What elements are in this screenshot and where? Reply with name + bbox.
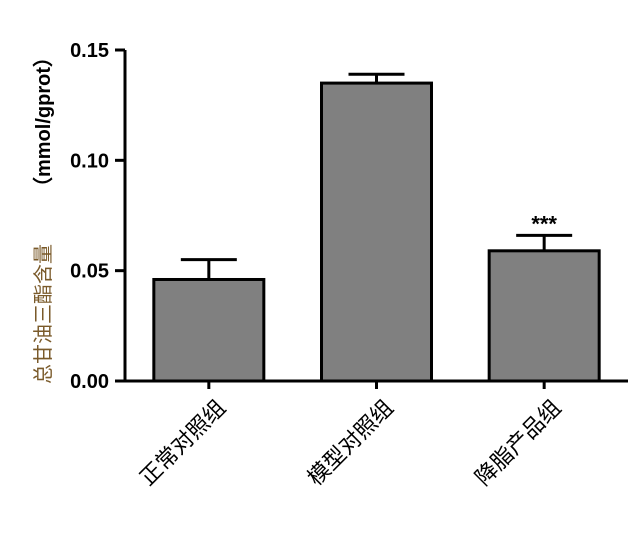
significance-marker: *** [531,211,557,236]
bar [487,249,601,383]
y-tick-label: 0.00 [70,371,109,393]
y-tick-label: 0.05 [70,261,109,283]
bar [320,81,433,383]
y-tick-label: 0.10 [70,150,109,172]
y-tick-label: 0.15 [70,40,109,62]
y-axis-unit-label: （mmol/gprot） [32,47,55,197]
x-tick-label: 正常对照组 [136,396,231,491]
x-tick-label: 降脂产品组 [471,396,566,491]
bar [152,277,266,383]
x-tick-label: 模型对照组 [303,396,398,491]
bars [152,72,601,383]
y-axis-label: 总甘油三酯含量 [31,244,55,384]
